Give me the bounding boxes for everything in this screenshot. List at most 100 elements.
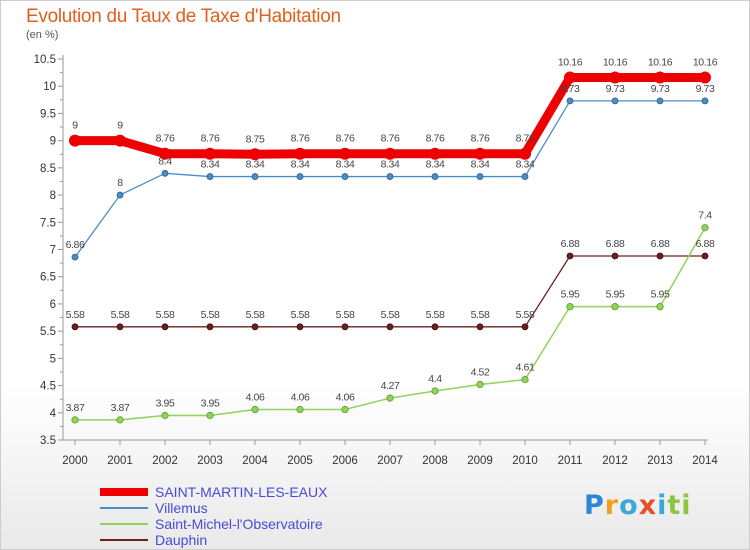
logo-letter: r — [604, 490, 620, 521]
data-label: 8.34 — [201, 159, 220, 171]
data-point — [71, 416, 79, 424]
data-label: 5.58 — [246, 309, 265, 321]
x-tick-label: 2002 — [152, 455, 178, 467]
y-tick-label: 5.5 — [40, 326, 56, 338]
data-label: 8.76 — [426, 133, 445, 145]
data-label: 8.76 — [156, 133, 175, 145]
x-tick-label: 2014 — [692, 455, 718, 467]
data-point — [69, 134, 81, 147]
y-tick-label: 9.5 — [40, 108, 56, 120]
data-point — [116, 323, 124, 331]
data-point — [251, 405, 259, 414]
data-label: 5.58 — [426, 309, 445, 321]
data-point — [341, 323, 349, 331]
data-point — [654, 71, 666, 84]
data-label: 4.06 — [246, 392, 265, 404]
data-label: 5.95 — [606, 289, 625, 301]
data-point — [296, 173, 304, 180]
data-point — [116, 191, 124, 199]
legend-label: SAINT-MARTIN-LES-EAUX — [155, 484, 328, 500]
data-point — [611, 303, 619, 311]
data-point — [431, 387, 439, 395]
data-label: 3.95 — [201, 398, 220, 410]
data-label: 8.34 — [246, 159, 265, 171]
data-point — [701, 97, 709, 105]
y-tick-label: 6 — [50, 299, 56, 311]
data-label: 8.76 — [381, 133, 400, 145]
x-tick-label: 2010 — [512, 455, 538, 467]
data-point — [206, 323, 214, 331]
data-label: 3.87 — [66, 402, 85, 414]
y-tick-label: 3.5 — [40, 435, 56, 447]
data-point — [341, 173, 349, 180]
data-point — [431, 323, 439, 331]
y-tick-label: 4.5 — [40, 381, 56, 393]
data-label: 5.58 — [516, 309, 535, 321]
data-point — [386, 323, 394, 331]
data-point — [251, 323, 259, 331]
data-label: 4.52 — [471, 366, 490, 378]
data-label: 5.58 — [471, 309, 490, 321]
data-label: 5.58 — [381, 309, 400, 321]
data-point — [519, 147, 531, 160]
x-tick-label: 2012 — [602, 455, 628, 467]
data-label: 6.88 — [651, 238, 670, 250]
y-tick-label: 8.5 — [40, 163, 56, 175]
logo-letter: i — [657, 490, 668, 521]
y-tick-label: 5 — [50, 353, 56, 365]
data-point — [339, 147, 351, 160]
data-label: 10.16 — [603, 57, 628, 69]
y-tick-label: 9 — [50, 136, 56, 148]
data-label: 10.16 — [693, 57, 718, 69]
data-point — [161, 169, 169, 177]
data-point — [71, 253, 79, 261]
data-point — [251, 173, 259, 180]
y-tick-label: 4 — [50, 408, 57, 420]
legend-swatch — [100, 507, 148, 509]
data-label: 10.16 — [558, 57, 583, 69]
data-label: 8.34 — [426, 159, 445, 171]
proxiti-logo: Proxiti — [584, 490, 692, 521]
y-tick-label: 7.5 — [40, 217, 56, 229]
data-label: 10.16 — [648, 57, 673, 69]
data-label: 8 — [117, 177, 123, 189]
data-label: 4.06 — [336, 392, 355, 404]
data-point — [296, 405, 304, 414]
data-point — [431, 173, 439, 180]
legend-label: Saint-Michel-l'Observatoire — [155, 516, 323, 532]
data-point — [161, 323, 169, 331]
x-tick-label: 2004 — [242, 455, 268, 467]
data-label: 3.95 — [156, 398, 175, 410]
data-label: 6.88 — [561, 238, 580, 250]
data-label: 8.76 — [516, 133, 535, 145]
data-point — [611, 97, 619, 105]
data-point — [429, 147, 441, 160]
legend-swatch — [100, 523, 148, 525]
data-point — [204, 147, 216, 160]
data-label: 8.34 — [336, 159, 355, 171]
logo-letter: o — [619, 490, 639, 521]
data-label: 8.76 — [201, 133, 220, 145]
data-point — [656, 303, 664, 311]
data-point — [294, 147, 306, 160]
data-point — [249, 148, 261, 161]
logo-letter: x — [638, 490, 658, 521]
logo-letter: i — [681, 490, 692, 521]
data-point — [701, 252, 709, 260]
x-tick-label: 2003 — [197, 455, 223, 467]
data-point — [701, 224, 709, 232]
legend-label: Dauphin — [155, 532, 208, 548]
data-label: 5.58 — [201, 309, 220, 321]
data-point — [159, 147, 171, 160]
y-tick-label: 7 — [50, 245, 56, 257]
data-label: 4.4 — [428, 373, 442, 385]
data-point — [476, 380, 484, 389]
data-point — [206, 173, 214, 180]
x-tick-label: 2006 — [332, 455, 358, 467]
legend-swatch — [100, 539, 148, 541]
data-point — [566, 97, 574, 105]
data-point — [161, 411, 169, 420]
data-point — [521, 323, 529, 331]
chart-title: Evolution du Taux de Taxe d'Habitation — [26, 6, 341, 27]
